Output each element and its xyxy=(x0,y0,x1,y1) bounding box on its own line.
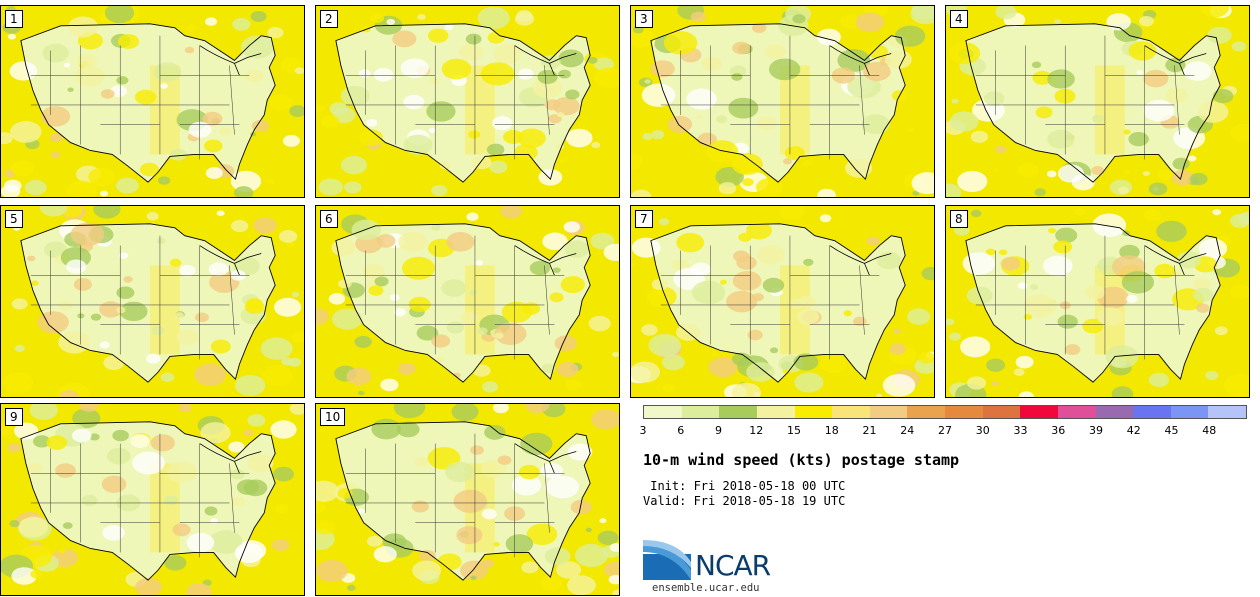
colorbar-swatch xyxy=(644,406,682,418)
init-time: Init: Fri 2018-05-18 00 UTC xyxy=(643,479,846,493)
panel-label: 4 xyxy=(950,10,968,28)
colorbar-swatch xyxy=(719,406,757,418)
colorbar-tick-label: 33 xyxy=(1013,424,1028,437)
colorbar-swatch xyxy=(1057,406,1096,418)
colorbar-tick-label: 24 xyxy=(900,424,915,437)
logo-wordmark: NCAR xyxy=(695,549,771,582)
panel-label: 6 xyxy=(320,210,338,228)
colorbar-tick-label: 45 xyxy=(1164,424,1179,437)
colorbar-tick-label: 9 xyxy=(715,424,722,437)
panel-label: 10 xyxy=(320,408,346,426)
colorbar-tick-label: 3 xyxy=(639,424,647,437)
map-panel: 4 xyxy=(945,5,1250,198)
colorbar-swatch xyxy=(756,406,795,418)
colorbar-swatch xyxy=(945,406,983,418)
colorbar-tick-label: 36 xyxy=(1051,424,1066,437)
colorbar-tick-label: 30 xyxy=(975,424,990,437)
colorbar-tick-label: 15 xyxy=(787,424,801,437)
map-panel: 7 xyxy=(630,205,935,398)
colorbar-swatch xyxy=(1020,406,1058,418)
colorbar-tick-label: 6 xyxy=(677,424,685,437)
panel-label: 8 xyxy=(950,210,968,228)
colorbar-swatch xyxy=(832,406,870,418)
panel-label: 2 xyxy=(320,10,338,28)
map-panel: 5 xyxy=(0,205,305,398)
map-panel: 6 xyxy=(315,205,620,398)
map-panel: 1 xyxy=(0,5,305,198)
plot-title: 10-m wind speed (kts) postage stamp xyxy=(643,451,960,469)
ncar-logo-icon xyxy=(643,540,691,580)
colorbar-swatch xyxy=(907,406,945,418)
panel-label: 7 xyxy=(635,210,653,228)
panel-label: 9 xyxy=(5,408,23,426)
colorbar-swatch xyxy=(869,406,908,418)
colorbar-swatch xyxy=(1208,406,1246,418)
colorbar-tick-label: 42 xyxy=(1126,424,1141,437)
colorbar-swatch xyxy=(982,406,1021,418)
colorbar-tick-label: 12 xyxy=(749,424,764,437)
colorbar-tick-label: 48 xyxy=(1202,424,1217,437)
panel-label: 5 xyxy=(5,210,23,228)
colorbar-ticks: 3 6 9 12 15 18 21 24 27 30 33 36 39 42 45 48 xyxy=(639,424,1247,438)
map-panel: 8 xyxy=(945,205,1250,398)
map-panel: 2 xyxy=(315,5,620,198)
colorbar-swatch xyxy=(794,406,833,418)
map-panel: 10 xyxy=(315,403,620,596)
site-url: ensemble.ucar.edu xyxy=(652,582,760,594)
colorbar-tick-label: 21 xyxy=(862,424,877,437)
colorbar-swatch xyxy=(681,406,720,418)
colorbar-swatch xyxy=(1095,406,1134,418)
valid-time: Valid: Fri 2018-05-18 19 UTC xyxy=(643,494,846,508)
colorbar-tick-label: 18 xyxy=(824,424,839,437)
panel-label: 1 xyxy=(5,10,23,28)
colorbar-tick-label: 27 xyxy=(938,424,952,437)
map-panel: 3 xyxy=(630,5,935,198)
colorbar-tick-label: 39 xyxy=(1089,424,1103,437)
colorbar-swatch xyxy=(1170,406,1209,418)
map-panel: 9 xyxy=(0,403,305,596)
panel-label: 3 xyxy=(635,10,653,28)
colorbar-swatch xyxy=(1133,406,1171,418)
colorbar xyxy=(643,405,1247,419)
